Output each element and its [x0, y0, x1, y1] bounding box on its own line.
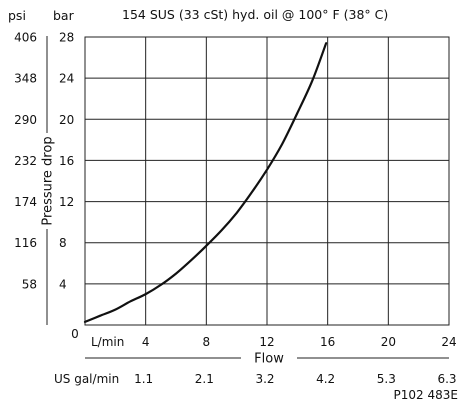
y-unit-primary: bar [53, 8, 75, 23]
bar-tick-label: 28 [59, 31, 74, 45]
chart-title: 154 SUS (33 cSt) hyd. oil @ 100° F (38° … [122, 7, 388, 22]
figure-code: P102 483E [394, 388, 458, 402]
gal-tick-label: 2.1 [195, 372, 214, 386]
x-axis-label: Flow [254, 352, 284, 367]
series-line [83, 42, 328, 323]
bar-tick-label: 12 [59, 195, 74, 209]
flow-tick-label: 20 [381, 335, 396, 349]
gal-tick-label: 1.1 [134, 372, 153, 386]
flow-tick-label: 4 [142, 335, 150, 349]
y-axis-label: Pressure drop [41, 136, 56, 225]
grid-lines [85, 37, 449, 325]
plot-frame [84, 36, 450, 326]
psi-tick-label: 174 [14, 195, 37, 209]
bar-tick-label: 4 [59, 277, 67, 291]
psi-tick-label: 348 [14, 72, 37, 86]
flow-tick-label: 16 [320, 335, 335, 349]
y-unit-secondary: psi [8, 8, 26, 23]
psi-tick-label: 58 [22, 277, 37, 291]
x-unit-secondary: US gal/min [54, 372, 119, 386]
bar-tick-label: 24 [59, 72, 74, 86]
gal-tick-label: 6.3 [437, 372, 456, 386]
bar-tick-label: 16 [59, 154, 74, 168]
gal-tick-labels: 1.1 2.1 3.2 4.2 5.3 6.3 [134, 372, 456, 386]
x-origin-label: 0 [71, 327, 79, 341]
series-group [83, 42, 328, 323]
psi-tick-label: 290 [14, 113, 37, 127]
flow-tick-label: 8 [203, 335, 211, 349]
psi-tick-label: 406 [14, 31, 37, 45]
bar-tick-labels: 4 8 12 16 20 24 28 [59, 31, 74, 292]
bar-tick-label: 20 [59, 113, 74, 127]
gal-tick-label: 4.2 [316, 372, 335, 386]
psi-tick-labels: 58 116 174 232 290 348 406 [14, 31, 37, 292]
flow-tick-labels: 4 8 12 16 20 24 [142, 335, 457, 349]
gal-tick-label: 5.3 [377, 372, 396, 386]
x-unit-primary: L/min [91, 335, 124, 349]
bar-tick-label: 8 [59, 236, 67, 250]
psi-tick-label: 116 [14, 236, 37, 250]
psi-tick-label: 232 [14, 154, 37, 168]
flow-tick-label: 12 [259, 335, 274, 349]
flow-tick-label: 24 [441, 335, 456, 349]
gal-tick-label: 3.2 [255, 372, 274, 386]
